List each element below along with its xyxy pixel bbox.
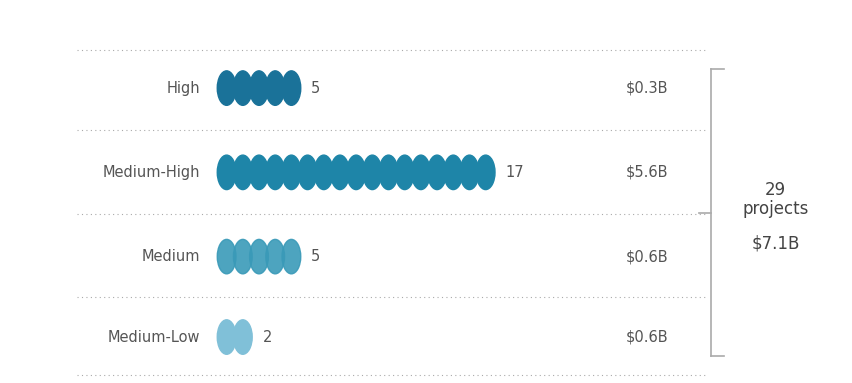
Ellipse shape [314, 155, 333, 190]
Ellipse shape [395, 155, 414, 190]
Ellipse shape [282, 71, 301, 105]
Ellipse shape [233, 320, 252, 354]
Ellipse shape [412, 155, 430, 190]
Ellipse shape [444, 155, 463, 190]
Ellipse shape [363, 155, 382, 190]
Ellipse shape [282, 239, 301, 274]
Text: 17: 17 [505, 165, 524, 180]
Ellipse shape [428, 155, 446, 190]
Text: 5: 5 [311, 249, 320, 264]
Text: $0.6B: $0.6B [626, 249, 669, 264]
Text: 29: 29 [765, 181, 786, 198]
Text: $0.3B: $0.3B [626, 80, 669, 96]
Ellipse shape [298, 155, 317, 190]
Ellipse shape [217, 71, 236, 105]
Ellipse shape [233, 239, 252, 274]
Ellipse shape [331, 155, 349, 190]
Ellipse shape [217, 239, 236, 274]
Ellipse shape [460, 155, 479, 190]
Ellipse shape [347, 155, 366, 190]
Ellipse shape [266, 239, 285, 274]
Ellipse shape [266, 71, 285, 105]
Ellipse shape [250, 71, 268, 105]
Ellipse shape [217, 155, 236, 190]
Text: 2: 2 [262, 329, 272, 345]
Ellipse shape [217, 320, 236, 354]
Text: $0.6B: $0.6B [626, 329, 669, 345]
Text: Medium-High: Medium-High [103, 165, 200, 180]
Ellipse shape [250, 239, 268, 274]
Ellipse shape [282, 155, 301, 190]
Text: $5.6B: $5.6B [626, 165, 669, 180]
Text: Medium: Medium [141, 249, 200, 264]
Ellipse shape [233, 155, 252, 190]
Text: Medium-Low: Medium-Low [107, 329, 200, 345]
Text: High: High [167, 80, 200, 96]
Text: projects: projects [742, 200, 809, 218]
Ellipse shape [379, 155, 398, 190]
Ellipse shape [250, 155, 268, 190]
Text: $7.1B: $7.1B [751, 234, 799, 252]
Ellipse shape [266, 155, 285, 190]
Ellipse shape [476, 155, 495, 190]
Ellipse shape [233, 71, 252, 105]
Text: 5: 5 [311, 80, 320, 96]
